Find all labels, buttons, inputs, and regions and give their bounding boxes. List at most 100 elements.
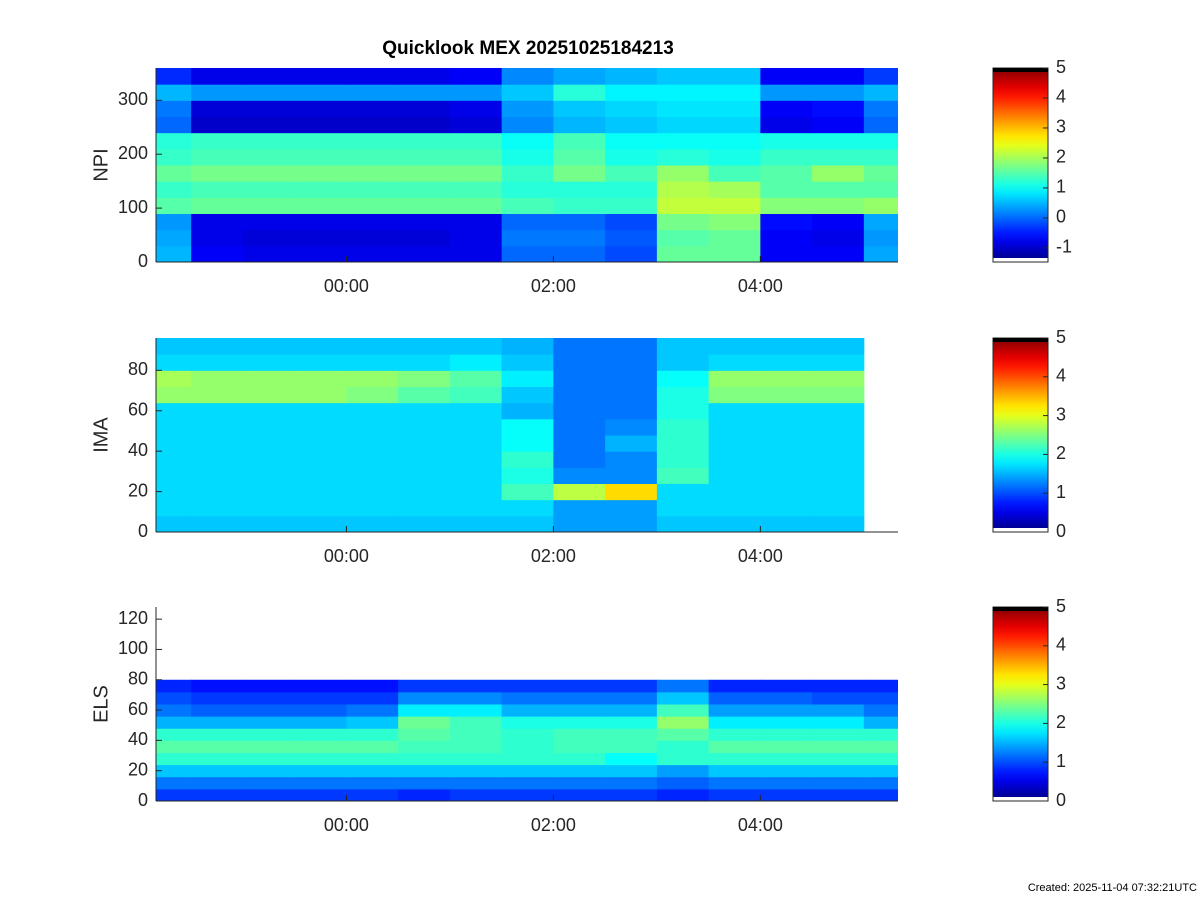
heat-cell <box>346 418 399 436</box>
heat-cell <box>812 354 865 371</box>
heat-cell <box>242 679 296 693</box>
heat-cell <box>812 197 865 214</box>
heat-cell <box>449 338 503 355</box>
y-tick-label: 100 <box>118 638 148 658</box>
heat-cell <box>398 68 451 85</box>
heat-cell <box>449 181 503 198</box>
heat-cell <box>760 386 813 404</box>
heat-cell <box>242 704 296 717</box>
heat-cell <box>553 338 606 355</box>
heat-cell <box>242 716 296 729</box>
heat-cell <box>242 752 296 766</box>
heat-cell <box>156 418 192 436</box>
heat-cell <box>553 679 606 693</box>
heat-cell <box>708 691 761 705</box>
heat-cell <box>294 435 347 452</box>
heat-cell <box>242 691 296 705</box>
heat-cell <box>242 386 296 404</box>
x-tick-label: 02:00 <box>531 276 576 296</box>
heat-cell <box>605 499 658 517</box>
colorbar <box>992 337 1049 533</box>
heat-cell <box>656 435 710 452</box>
heat-cell <box>501 435 554 452</box>
heat-cell <box>708 370 761 387</box>
heat-cell <box>863 148 898 166</box>
heat-cell <box>553 370 606 387</box>
heat-cell <box>605 100 658 117</box>
heat-cell <box>191 84 244 101</box>
heat-cell <box>501 354 554 371</box>
heat-cell <box>294 84 347 101</box>
heat-cell <box>346 691 399 705</box>
heat-cell <box>553 515 606 532</box>
heat-cell <box>242 197 296 214</box>
heat-cell <box>605 338 658 355</box>
heat-cell <box>760 435 813 452</box>
colorbar-tick-label: 5 <box>1056 57 1066 77</box>
heat-cell <box>812 229 865 247</box>
heat-cell <box>294 483 347 501</box>
heat-cell <box>605 181 658 198</box>
heat-cell <box>708 740 761 753</box>
colorbar-tick-label: 3 <box>1056 404 1066 424</box>
heat-cell <box>449 451 503 468</box>
heatmap <box>156 679 898 801</box>
heat-cell <box>605 165 658 182</box>
heat-cell <box>346 483 399 501</box>
heat-cell <box>708 68 761 85</box>
heat-cell <box>812 704 865 717</box>
heat-cell <box>708 752 761 766</box>
heat-cell <box>656 181 710 198</box>
heat-cell <box>294 776 347 790</box>
heat-cell <box>294 197 347 214</box>
heat-cell <box>812 100 865 117</box>
heat-cell <box>156 386 192 404</box>
colorbar-tick-label: 1 <box>1056 177 1066 197</box>
heat-cell <box>294 338 347 355</box>
heat-cell <box>346 788 399 801</box>
heat-cell <box>708 100 761 117</box>
heat-cell <box>449 370 503 387</box>
heat-cell <box>605 68 658 85</box>
heat-cell <box>656 483 710 501</box>
heat-cell <box>346 764 399 778</box>
heat-cell <box>708 354 761 371</box>
heat-cell <box>501 728 554 741</box>
heat-cell <box>346 100 399 117</box>
heat-cell <box>760 197 813 214</box>
y-axis-label: ELS <box>90 685 112 723</box>
colorbar-tick-label: 2 <box>1056 712 1066 732</box>
heat-cell <box>812 148 865 166</box>
heat-cell <box>449 435 503 452</box>
y-tick-label: 20 <box>128 480 148 500</box>
heat-cell <box>812 132 865 150</box>
heat-cell <box>605 752 658 766</box>
heat-cell <box>242 451 296 468</box>
heat-cell <box>863 716 898 729</box>
heat-cell <box>501 402 554 420</box>
heat-cell <box>656 679 710 693</box>
heat-cell <box>191 704 244 717</box>
heat-cell <box>156 704 192 717</box>
y-tick-label: 40 <box>128 440 148 460</box>
heat-cell <box>156 499 192 517</box>
heat-cell <box>605 84 658 101</box>
heat-cell <box>760 704 813 717</box>
heat-cell <box>863 752 898 766</box>
x-tick-label: 02:00 <box>531 815 576 835</box>
heat-cell <box>449 418 503 436</box>
heat-cell <box>553 451 606 468</box>
heat-cell <box>449 100 503 117</box>
heat-cell <box>242 354 296 371</box>
heat-cell <box>449 68 503 85</box>
heat-cell <box>191 752 244 766</box>
heat-cell <box>605 515 658 532</box>
heat-cell <box>294 691 347 705</box>
heat-cell <box>242 788 296 801</box>
heat-cell <box>863 116 898 134</box>
heat-cell <box>708 181 761 198</box>
heat-cell <box>398 752 451 766</box>
y-tick-label: 300 <box>118 89 148 109</box>
heat-cell <box>812 435 865 452</box>
heat-cell <box>760 728 813 741</box>
